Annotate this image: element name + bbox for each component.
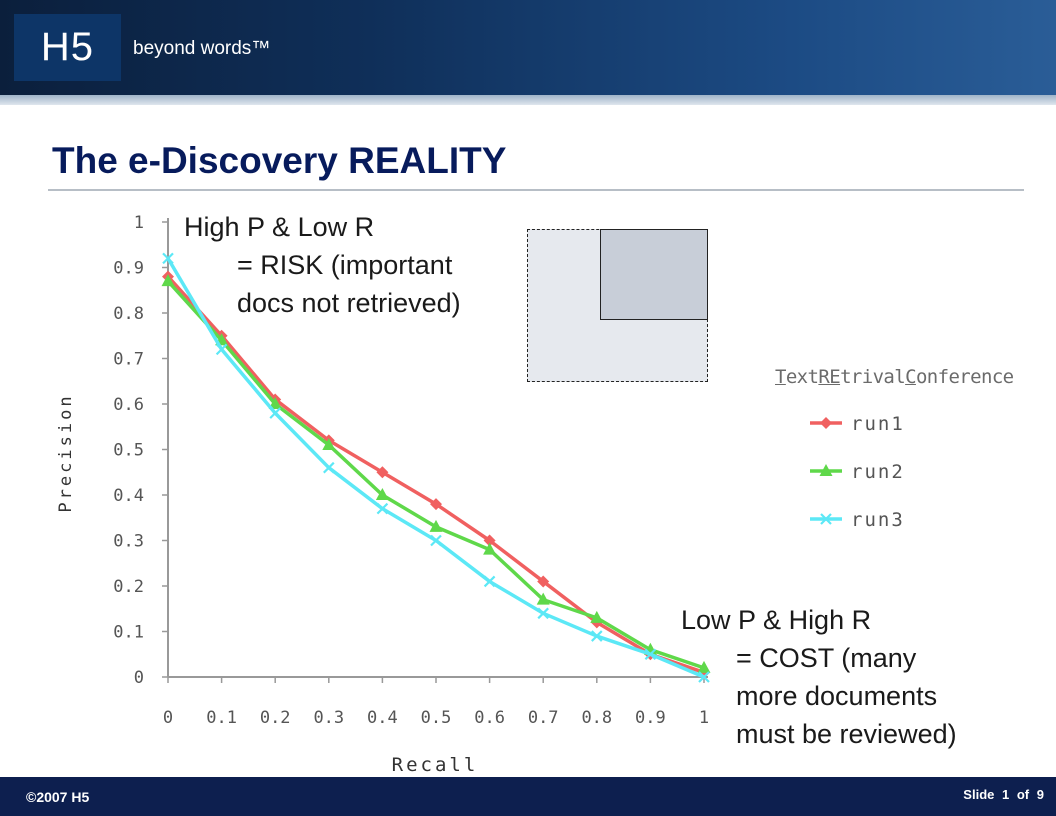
data-point-run1 [376, 466, 389, 479]
data-point-run2 [375, 488, 389, 500]
y-tick-label: 0.7 [113, 350, 144, 370]
x-tick-label: 0.2 [260, 708, 291, 728]
series-run3 [162, 252, 710, 683]
x-tick-label: 0.7 [528, 708, 559, 728]
cost-callout-title: Low P & High R [681, 605, 872, 635]
risk-callout-title: High P & Low R [184, 212, 375, 242]
title-divider [48, 189, 1024, 191]
data-point-run3 [269, 407, 281, 419]
slide-of-label: of [1016, 787, 1030, 802]
slide-title: The e-Discovery REALITY [52, 140, 507, 181]
slide-total: 9 [1036, 787, 1044, 802]
trec-C: C [905, 366, 916, 388]
cost-callout-line3: must be reviewed) [736, 719, 957, 749]
x-axis-label: Recall [392, 754, 479, 776]
trec-T: T [775, 366, 786, 388]
legend-marker-run2 [819, 464, 833, 476]
x-tick-label: 0.3 [313, 708, 344, 728]
data-point-run1 [483, 534, 496, 547]
legend-label-run3: run3 [851, 509, 905, 531]
x-tick-label: 0.6 [474, 708, 505, 728]
legend-marker-run1 [820, 417, 832, 429]
data-point-run1 [537, 575, 550, 588]
y-tick-label: 0.3 [113, 532, 144, 552]
trec-ext: ext [785, 366, 819, 388]
trec-label: TextREtrivalConference [775, 366, 1014, 388]
data-point-run2 [161, 274, 175, 287]
y-axis-label: Precision [56, 393, 76, 512]
y-tick-label: 0.8 [113, 304, 144, 324]
data-point-run3 [644, 648, 657, 661]
y-tick-label: 0.2 [113, 577, 144, 597]
risk-callout-line2: docs not retrieved) [237, 288, 461, 318]
slide-current: 1 [1002, 787, 1010, 802]
trec-RE: RE [818, 366, 841, 388]
y-tick-label: 0 [134, 668, 144, 688]
data-point-run3 [591, 630, 603, 642]
cost-callout-line1: = COST (many [736, 643, 917, 673]
data-point-run2 [483, 542, 497, 555]
precision-recall-chart: 0 0.1 0.2 0.3 0.4 0.5 0.6 0.7 0.8 0.9 1 0 0.1 0.2 0.3… [56, 213, 905, 776]
legend-label-run2: run2 [851, 461, 905, 483]
chart-series [161, 252, 711, 683]
data-point-run2 [590, 610, 604, 623]
footer-bar: ©2007 H5 Slide 1 of 9 [0, 777, 1056, 816]
data-point-run3 [376, 502, 389, 515]
data-point-run3 [430, 534, 442, 547]
h5-logo: H5 [14, 14, 121, 81]
data-point-run2 [697, 660, 711, 673]
x-tick-label: 0.4 [367, 708, 398, 728]
chart-legend: run1 run2 run3 [810, 413, 905, 531]
data-point-run2 [268, 397, 282, 409]
x-tick-label: 0.8 [581, 708, 612, 728]
slide-label: Slide [963, 787, 995, 802]
y-tick-label: 0.6 [113, 395, 144, 415]
tagline: beyond words™ [133, 38, 271, 59]
y-tick-label: 1 [134, 213, 144, 233]
copyright-text: ©2007 H5 [26, 789, 90, 805]
data-point-run3 [483, 575, 496, 588]
data-point-run2 [429, 519, 443, 532]
x-tick-label: 1 [699, 708, 709, 728]
legend-marker-run3 [820, 513, 832, 525]
y-tick-label: 0.1 [113, 623, 144, 643]
y-tick-label: 0.9 [113, 259, 144, 279]
x-tick-labels: 0 0.1 0.2 0.3 0.4 0.5 0.6 0.7 0.8 0.9 1 [163, 677, 709, 728]
y-tick-label: 0.5 [113, 441, 144, 461]
series-run2 [161, 274, 711, 673]
x-tick-label: 0.5 [421, 708, 452, 728]
trec-trival: trival [840, 366, 906, 388]
data-point-run3 [162, 252, 174, 265]
header-accent-line [0, 95, 1056, 105]
x-tick-label: 0.9 [635, 708, 666, 728]
legend-label-run1: run1 [851, 413, 905, 435]
data-point-run3 [215, 343, 228, 356]
risk-callout-line1: = RISK (important [237, 250, 453, 280]
data-point-run3 [537, 607, 549, 620]
data-point-run3 [323, 461, 335, 474]
retrieved-documents-box [600, 229, 708, 320]
x-tick-label: 0 [163, 708, 173, 728]
y-tick-label: 0.4 [113, 486, 144, 506]
cost-callout-line2: more documents [736, 681, 938, 711]
header-bar [0, 0, 1056, 95]
x-tick-label: 0.1 [206, 708, 237, 728]
y-tick-labels: 0 0.1 0.2 0.3 0.4 0.5 0.6 0.7 0.8 0.9 1 [113, 213, 168, 688]
data-point-run2 [536, 592, 550, 605]
data-point-run3 [698, 671, 710, 683]
data-point-run2 [322, 437, 336, 450]
slide-number: Slide 1 of 9 [959, 787, 1044, 802]
data-point-run1 [430, 498, 442, 511]
trec-onference: onference [915, 366, 1014, 388]
chart-axes [167, 218, 708, 678]
